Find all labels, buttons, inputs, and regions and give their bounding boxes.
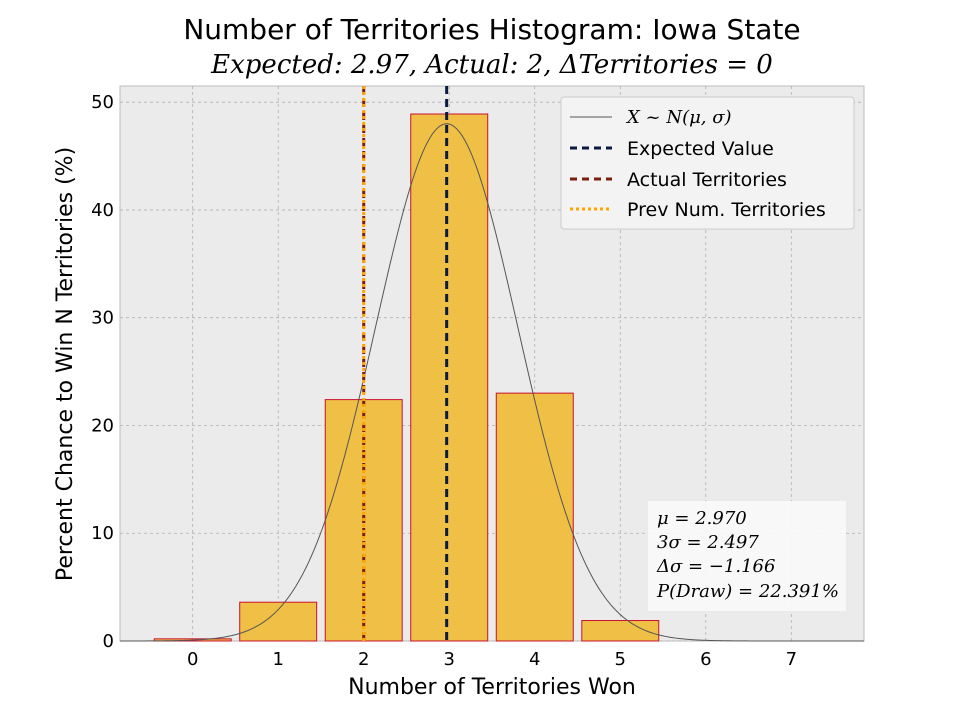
y-tick-label: 40 — [91, 200, 114, 221]
stats-mu: μ = 2.970 — [657, 508, 747, 529]
x-tick-label: 5 — [615, 649, 626, 670]
legend-label-expected: Expected Value — [627, 138, 774, 160]
chart-title: Number of Territories Histogram: Iowa St… — [183, 13, 800, 46]
stats-p-draw: P(Draw) = 22.391% — [656, 581, 839, 602]
chart-subtitle: Expected: 2.97, Actual: 2, ΔTerritories … — [210, 50, 773, 80]
stats-box: μ = 2.970 3σ = 2.497 Δσ = −1.166 P(Draw)… — [648, 501, 846, 611]
bar-1 — [239, 601, 318, 642]
x-tick-label: 0 — [187, 649, 198, 670]
bars — [153, 113, 660, 642]
x-axis-label: Number of Territories Won — [348, 675, 636, 700]
normal-curve — [119, 123, 864, 642]
legend: X ~ N(μ, σ) Expected Value Actual Territ… — [560, 96, 855, 230]
x-tick-label: 7 — [786, 649, 797, 670]
x-tick-label: 6 — [700, 649, 711, 670]
y-tick-label: 30 — [91, 308, 114, 329]
stats-delta-sigma: Δσ = −1.166 — [656, 556, 775, 577]
y-tick-label: 10 — [91, 523, 114, 544]
x-tick-label: 1 — [272, 649, 283, 670]
y-tick-label: 0 — [103, 631, 114, 652]
bar-4 — [495, 392, 574, 642]
x-tick-label: 2 — [358, 649, 369, 670]
y-axis-label: Percent Chance to Win N Territories (%) — [53, 147, 78, 581]
bar-5 — [581, 620, 660, 642]
legend-box — [560, 96, 855, 230]
reference-lines — [362, 86, 449, 641]
y-tick-label: 20 — [91, 415, 114, 436]
legend-label-prev: Prev Num. Territories — [627, 199, 826, 221]
x-tick-label: 3 — [444, 649, 455, 670]
legend-label-curve: X ~ N(μ, σ) — [625, 107, 732, 128]
y-tick-label: 50 — [91, 92, 114, 113]
x-tick-label: 4 — [529, 649, 540, 670]
bar-3 — [410, 113, 489, 642]
legend-label-actual: Actual Territories — [627, 169, 787, 191]
stats-box-bg — [648, 501, 846, 611]
axis-ticks: 0 1 2 3 4 5 6 7 0 10 20 30 40 50 — [91, 92, 797, 670]
stats-three-sigma: 3σ = 2.497 — [657, 532, 759, 553]
